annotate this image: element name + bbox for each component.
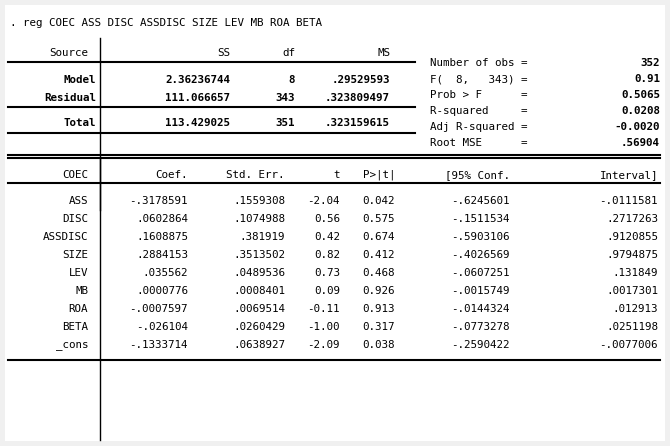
- Text: 0.73: 0.73: [314, 268, 340, 278]
- Text: .0489536: .0489536: [233, 268, 285, 278]
- Text: -.3178591: -.3178591: [129, 196, 188, 206]
- Text: .2884153: .2884153: [136, 250, 188, 260]
- Text: .1608875: .1608875: [136, 232, 188, 242]
- Text: Model: Model: [64, 75, 96, 85]
- Text: Root MSE      =: Root MSE =: [430, 138, 527, 148]
- Text: Interval]: Interval]: [600, 170, 658, 180]
- Text: .0000776: .0000776: [136, 286, 188, 296]
- Text: .035562: .035562: [143, 268, 188, 278]
- Text: DISC: DISC: [62, 214, 88, 224]
- Text: 0.412: 0.412: [362, 250, 395, 260]
- Text: _cons: _cons: [56, 340, 88, 350]
- Text: .9794875: .9794875: [606, 250, 658, 260]
- Text: ASSDISC: ASSDISC: [42, 232, 88, 242]
- Text: .1074988: .1074988: [233, 214, 285, 224]
- Text: COEC: COEC: [62, 170, 88, 180]
- Text: [95% Conf.: [95% Conf.: [445, 170, 510, 180]
- Text: Source: Source: [49, 48, 88, 58]
- Text: -.026104: -.026104: [136, 322, 188, 332]
- Text: 0.042: 0.042: [362, 196, 395, 206]
- Text: .0638927: .0638927: [233, 340, 285, 350]
- Text: -.2590422: -.2590422: [452, 340, 510, 350]
- Text: 0.56: 0.56: [314, 214, 340, 224]
- Text: 0.926: 0.926: [362, 286, 395, 296]
- Text: ASS: ASS: [68, 196, 88, 206]
- Text: 351: 351: [275, 118, 295, 128]
- Text: Total: Total: [64, 118, 96, 128]
- Text: -.4026569: -.4026569: [452, 250, 510, 260]
- Text: -.0077006: -.0077006: [600, 340, 658, 350]
- Text: Std. Err.: Std. Err.: [226, 170, 285, 180]
- Text: 2.36236744: 2.36236744: [165, 75, 230, 85]
- Text: R-squared     =: R-squared =: [430, 106, 527, 116]
- Text: Prob > F      =: Prob > F =: [430, 90, 527, 100]
- Text: 0.82: 0.82: [314, 250, 340, 260]
- Text: 8: 8: [289, 75, 295, 85]
- Text: .381919: .381919: [239, 232, 285, 242]
- Text: -0.0020: -0.0020: [614, 122, 660, 132]
- Text: .323159615: .323159615: [325, 118, 390, 128]
- Text: F(  8,   343) =: F( 8, 343) =: [430, 74, 527, 84]
- Text: P>|t|: P>|t|: [362, 170, 395, 181]
- Text: .131849: .131849: [612, 268, 658, 278]
- Text: 0.674: 0.674: [362, 232, 395, 242]
- Text: 0.913: 0.913: [362, 304, 395, 314]
- Text: 0.5065: 0.5065: [621, 90, 660, 100]
- Text: -.0015749: -.0015749: [452, 286, 510, 296]
- Text: 0.317: 0.317: [362, 322, 395, 332]
- Text: .0069514: .0069514: [233, 304, 285, 314]
- Text: SS: SS: [217, 48, 230, 58]
- Text: -1.00: -1.00: [308, 322, 340, 332]
- Text: -0.11: -0.11: [308, 304, 340, 314]
- Text: 0.09: 0.09: [314, 286, 340, 296]
- Text: MS: MS: [377, 48, 390, 58]
- Text: 0.0208: 0.0208: [621, 106, 660, 116]
- Text: Residual: Residual: [44, 93, 96, 103]
- Text: .56904: .56904: [621, 138, 660, 148]
- Text: .0602864: .0602864: [136, 214, 188, 224]
- Text: LEV: LEV: [68, 268, 88, 278]
- Text: .0260429: .0260429: [233, 322, 285, 332]
- Text: 0.575: 0.575: [362, 214, 395, 224]
- Text: -2.04: -2.04: [308, 196, 340, 206]
- Text: Adj R-squared =: Adj R-squared =: [430, 122, 527, 132]
- Text: .29529593: .29529593: [332, 75, 390, 85]
- Text: . reg COEC ASS DISC ASSDISC SIZE LEV MB ROA BETA: . reg COEC ASS DISC ASSDISC SIZE LEV MB …: [10, 18, 322, 28]
- Text: .9120855: .9120855: [606, 232, 658, 242]
- Text: MB: MB: [75, 286, 88, 296]
- Text: 0.91: 0.91: [634, 74, 660, 84]
- Text: -.0111581: -.0111581: [600, 196, 658, 206]
- Text: 0.468: 0.468: [362, 268, 395, 278]
- Text: .3513502: .3513502: [233, 250, 285, 260]
- Text: .0251198: .0251198: [606, 322, 658, 332]
- Text: t: t: [334, 170, 340, 180]
- Text: -.0007597: -.0007597: [129, 304, 188, 314]
- Text: -2.09: -2.09: [308, 340, 340, 350]
- Text: .2717263: .2717263: [606, 214, 658, 224]
- Text: ROA: ROA: [68, 304, 88, 314]
- Text: -.0607251: -.0607251: [452, 268, 510, 278]
- Text: 0.42: 0.42: [314, 232, 340, 242]
- Text: .1559308: .1559308: [233, 196, 285, 206]
- Text: 111.066657: 111.066657: [165, 93, 230, 103]
- Text: -.1333714: -.1333714: [129, 340, 188, 350]
- Text: -.5903106: -.5903106: [452, 232, 510, 242]
- Text: .012913: .012913: [612, 304, 658, 314]
- Text: 343: 343: [275, 93, 295, 103]
- Text: -.0773278: -.0773278: [452, 322, 510, 332]
- Text: -.6245601: -.6245601: [452, 196, 510, 206]
- Text: .323809497: .323809497: [325, 93, 390, 103]
- Text: df: df: [282, 48, 295, 58]
- Text: BETA: BETA: [62, 322, 88, 332]
- Text: 0.038: 0.038: [362, 340, 395, 350]
- Text: -.0144324: -.0144324: [452, 304, 510, 314]
- Text: 352: 352: [641, 58, 660, 68]
- Text: Coef.: Coef.: [155, 170, 188, 180]
- Text: Number of obs =: Number of obs =: [430, 58, 527, 68]
- Text: -.1511534: -.1511534: [452, 214, 510, 224]
- Text: .0017301: .0017301: [606, 286, 658, 296]
- Text: SIZE: SIZE: [62, 250, 88, 260]
- Text: .0008401: .0008401: [233, 286, 285, 296]
- Text: 113.429025: 113.429025: [165, 118, 230, 128]
